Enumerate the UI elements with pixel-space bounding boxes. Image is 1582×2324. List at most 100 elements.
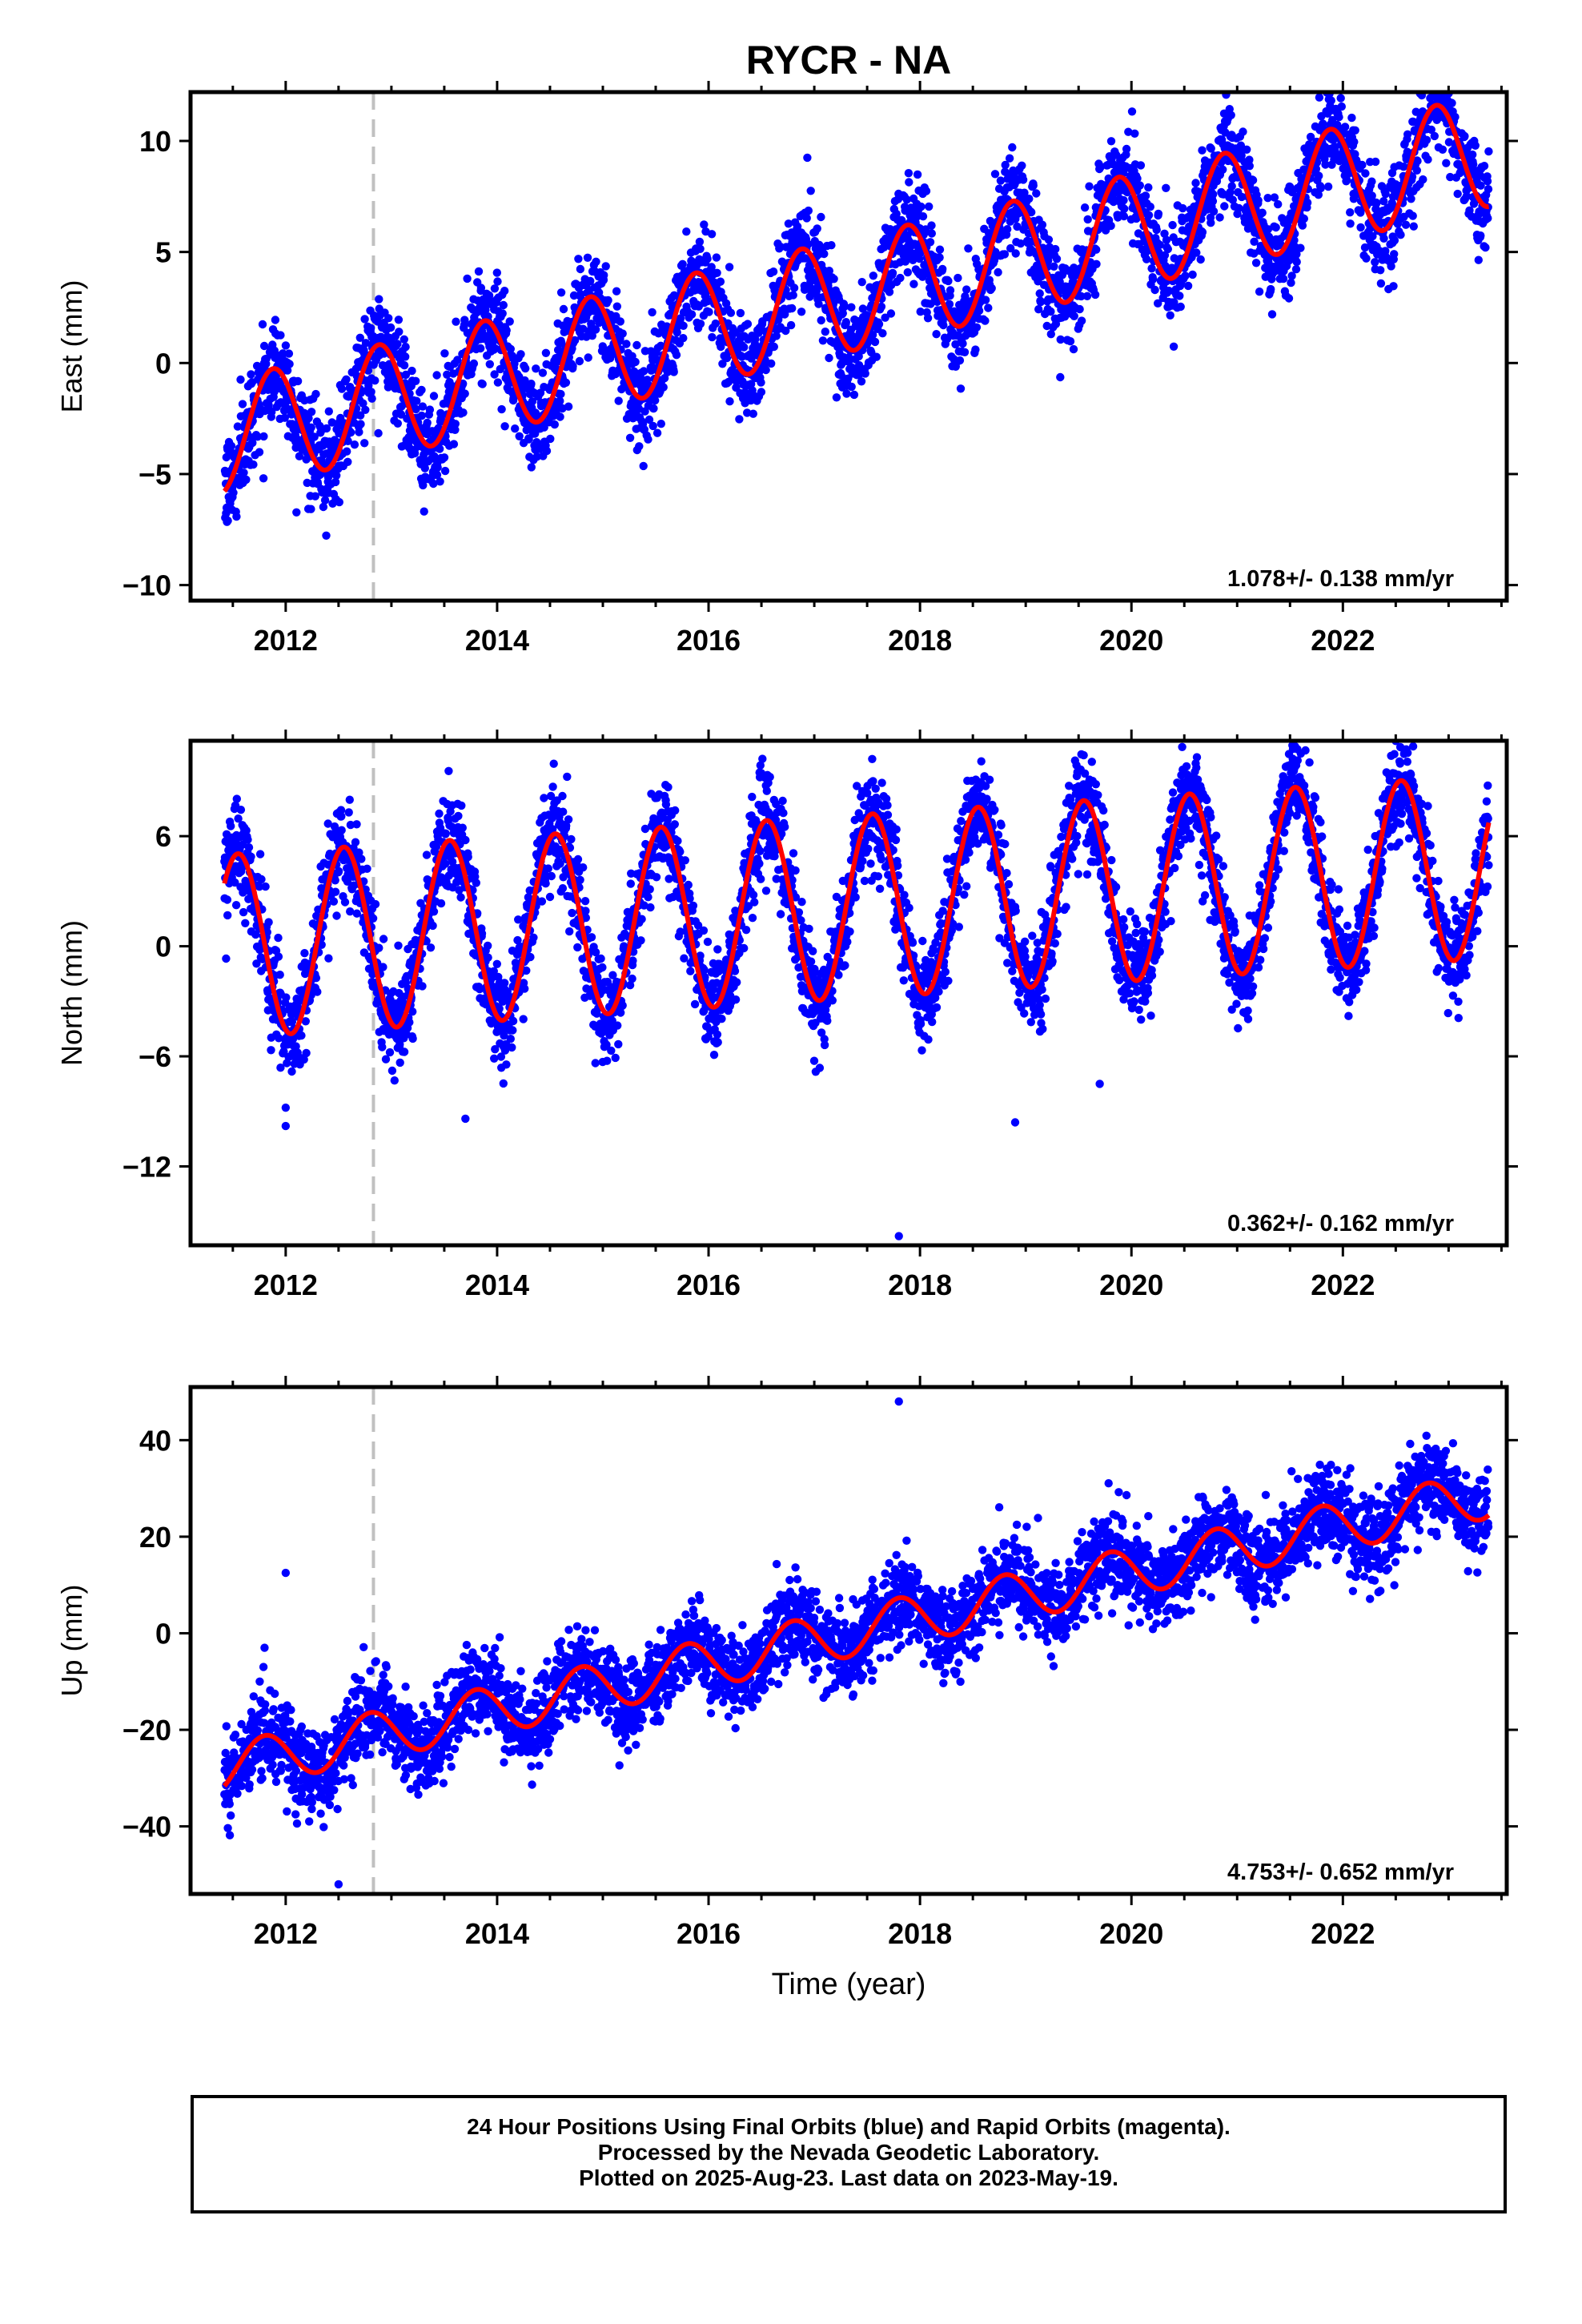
data-point (1424, 57, 1432, 65)
data-point (825, 353, 833, 363)
data-point (361, 405, 370, 414)
data-point (1208, 197, 1218, 206)
data-point (695, 237, 705, 247)
data-point (703, 255, 712, 263)
data-point (1092, 259, 1101, 268)
data-point (874, 320, 884, 328)
data-point (649, 404, 658, 413)
data-point (1443, 73, 1451, 81)
data-point (1008, 143, 1017, 152)
data-point (1162, 183, 1170, 192)
plot-area-east (220, 57, 1493, 601)
data-point (575, 356, 584, 366)
data-point (436, 899, 446, 908)
data-point (1270, 193, 1279, 202)
data-point (945, 300, 954, 308)
data-point (804, 206, 813, 215)
data-point (913, 170, 922, 179)
data-point (498, 309, 507, 318)
data-point (659, 383, 668, 392)
data-point (916, 308, 925, 316)
data-point (259, 474, 268, 483)
data-point (1181, 271, 1190, 280)
data-point (401, 352, 410, 361)
data-point (817, 316, 825, 325)
data-point (1453, 189, 1462, 199)
data-point (832, 393, 841, 402)
data-point (840, 302, 849, 311)
data-point (408, 1034, 417, 1043)
data-point (1296, 243, 1305, 252)
data-point (1032, 189, 1041, 198)
data-point (896, 273, 905, 283)
data-point (1245, 155, 1254, 164)
data-point (1029, 181, 1038, 190)
data-point (379, 963, 387, 971)
data-point (858, 304, 868, 313)
data-point (236, 806, 246, 814)
data-point (375, 295, 383, 304)
data-point (614, 396, 623, 405)
data-point (926, 300, 935, 308)
data-point (788, 304, 797, 313)
data-point (842, 389, 851, 398)
data-point (1046, 330, 1056, 339)
data-point (1447, 74, 1455, 82)
data-point (368, 914, 378, 923)
data-point (740, 343, 749, 352)
data-point (1426, 64, 1434, 72)
data-point (749, 409, 757, 418)
data-point (394, 316, 404, 324)
data-point (817, 212, 825, 222)
data-point (1227, 182, 1236, 191)
data-point (987, 283, 996, 293)
data-point (1198, 227, 1207, 237)
data-point (469, 359, 479, 368)
data-point (371, 376, 379, 385)
data-point (239, 907, 248, 917)
data-point (1403, 130, 1412, 139)
data-point (322, 531, 331, 540)
data-point (401, 343, 410, 352)
data-point (878, 329, 887, 338)
data-point (460, 316, 469, 324)
data-point (253, 432, 262, 441)
data-point (249, 460, 258, 469)
data-point (1428, 58, 1436, 66)
data-point (484, 941, 492, 951)
data-point (804, 239, 813, 249)
data-point (1323, 182, 1333, 191)
data-point (747, 380, 756, 388)
data-point (1484, 214, 1492, 223)
data-point (304, 414, 313, 423)
data-point (1239, 127, 1247, 136)
data-point (229, 489, 238, 497)
data-point (1077, 316, 1086, 325)
data-point (1191, 179, 1200, 187)
data-point (367, 324, 375, 332)
data-point (1284, 294, 1294, 303)
data-point (669, 368, 678, 376)
data-point (461, 835, 470, 845)
data-point (393, 340, 402, 348)
data-point (845, 353, 853, 362)
data-point (375, 943, 383, 952)
data-point (974, 306, 984, 316)
data-point (1274, 199, 1283, 209)
data-point (239, 468, 248, 477)
data-point (343, 457, 352, 466)
data-point (751, 335, 760, 344)
data-point (644, 415, 654, 424)
data-point (401, 370, 411, 380)
data-point (1319, 80, 1327, 88)
data-point (527, 463, 536, 472)
data-point (1236, 141, 1246, 150)
data-point (295, 452, 304, 460)
data-point (556, 412, 564, 421)
data-point (274, 952, 283, 961)
data-point (255, 448, 264, 456)
data-point (1135, 181, 1145, 190)
data-point (452, 317, 460, 326)
